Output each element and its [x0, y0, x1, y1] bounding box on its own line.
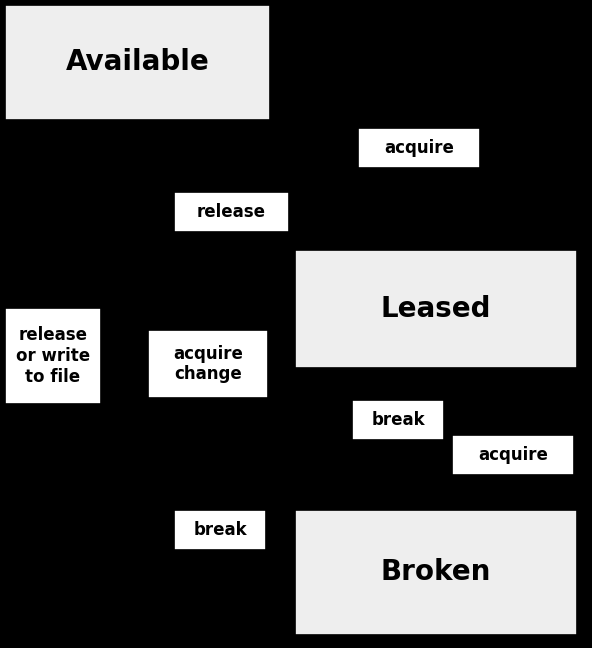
FancyBboxPatch shape: [5, 308, 101, 404]
Text: Available: Available: [66, 49, 210, 76]
Text: Leased: Leased: [381, 295, 491, 323]
FancyBboxPatch shape: [452, 435, 574, 475]
Text: acquire: acquire: [478, 446, 548, 464]
FancyBboxPatch shape: [174, 510, 266, 550]
Text: release: release: [197, 203, 266, 221]
FancyBboxPatch shape: [295, 250, 577, 368]
Text: acquire: acquire: [384, 139, 454, 157]
FancyBboxPatch shape: [352, 400, 444, 440]
FancyBboxPatch shape: [295, 510, 577, 635]
Text: acquire
change: acquire change: [173, 345, 243, 384]
Text: Broken: Broken: [381, 559, 491, 586]
Text: break: break: [193, 521, 247, 539]
FancyBboxPatch shape: [5, 5, 270, 120]
Text: release
or write
to file: release or write to file: [16, 326, 90, 386]
FancyBboxPatch shape: [358, 128, 480, 168]
Text: break: break: [371, 411, 425, 429]
FancyBboxPatch shape: [174, 192, 289, 232]
FancyBboxPatch shape: [148, 330, 268, 398]
